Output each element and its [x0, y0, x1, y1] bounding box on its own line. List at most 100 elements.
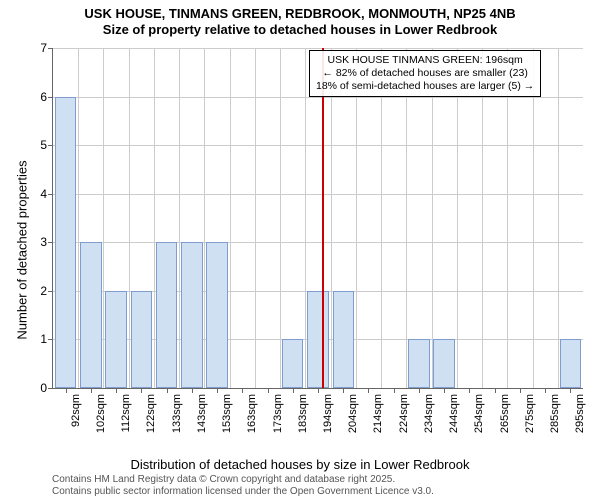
annotation-line-1: USK HOUSE TINMANS GREEN: 196sqm [316, 54, 534, 67]
bar [80, 242, 101, 388]
x-tick-mark [495, 388, 496, 393]
gridline-horizontal [53, 242, 583, 243]
bar [433, 339, 454, 388]
x-tick-mark [192, 388, 193, 393]
x-tick-label: 265sqm [499, 394, 511, 433]
y-tick-label: 4 [40, 187, 53, 201]
y-axis-label: Number of detached properties [14, 160, 29, 339]
x-tick-label: 275sqm [524, 394, 536, 433]
bar [282, 339, 303, 388]
x-tick-mark [444, 388, 445, 393]
gridline-vertical [406, 48, 407, 388]
chart-footer: Contains HM Land Registry data © Crown c… [52, 474, 590, 498]
gridline-vertical [230, 48, 231, 388]
x-tick-label: 143sqm [196, 394, 208, 433]
x-tick-mark [293, 388, 294, 393]
gridline-vertical [154, 48, 155, 388]
y-tick-label: 5 [40, 138, 53, 152]
gridline-vertical [280, 48, 281, 388]
marker-line [322, 48, 324, 388]
x-tick-label: 102sqm [95, 394, 107, 433]
gridline-vertical [482, 48, 483, 388]
gridline-vertical [533, 48, 534, 388]
x-tick-label: 254sqm [473, 394, 485, 433]
bar [206, 242, 227, 388]
x-tick-mark [394, 388, 395, 393]
gridline-vertical [356, 48, 357, 388]
bar [55, 97, 76, 388]
x-tick-mark [268, 388, 269, 393]
gridline-horizontal [53, 48, 583, 49]
gridline-vertical [381, 48, 382, 388]
gridline-vertical [432, 48, 433, 388]
chart-title-block: USK HOUSE, TINMANS GREEN, REDBROOK, MONM… [0, 0, 600, 39]
x-tick-label: 204sqm [347, 394, 359, 433]
x-tick-label: 224sqm [398, 394, 410, 433]
x-tick-label: 244sqm [448, 394, 460, 433]
footer-line-1: Contains HM Land Registry data © Crown c… [52, 474, 590, 486]
annotation-box: USK HOUSE TINMANS GREEN: 196sqm ← 82% of… [309, 50, 541, 97]
gridline-vertical [103, 48, 104, 388]
x-tick-label: 173sqm [272, 394, 284, 433]
x-tick-mark [368, 388, 369, 393]
x-tick-label: 92sqm [70, 394, 82, 427]
bar [408, 339, 429, 388]
footer-line-2: Contains public sector information licen… [52, 486, 590, 498]
x-tick-label: 163sqm [246, 394, 258, 433]
gridline-vertical [331, 48, 332, 388]
x-tick-mark [469, 388, 470, 393]
x-tick-mark [343, 388, 344, 393]
x-tick-mark [167, 388, 168, 393]
y-tick-label: 7 [40, 41, 53, 55]
gridline-vertical [255, 48, 256, 388]
gridline-vertical [204, 48, 205, 388]
x-tick-label: 285sqm [549, 394, 561, 433]
y-tick-label: 0 [40, 381, 53, 395]
x-axis-label: Distribution of detached houses by size … [0, 457, 600, 472]
gridline-vertical [558, 48, 559, 388]
x-tick-label: 183sqm [297, 394, 309, 433]
annotation-line-3: 18% of semi-detached houses are larger (… [316, 80, 534, 93]
x-tick-mark [91, 388, 92, 393]
x-tick-mark [66, 388, 67, 393]
y-tick-label: 6 [40, 90, 53, 104]
x-tick-label: 133sqm [171, 394, 183, 433]
y-tick-label: 2 [40, 284, 53, 298]
gridline-vertical [507, 48, 508, 388]
bar [560, 339, 581, 388]
x-tick-mark [545, 388, 546, 393]
x-tick-mark [520, 388, 521, 393]
y-tick-label: 3 [40, 235, 53, 249]
x-tick-mark [242, 388, 243, 393]
x-tick-label: 295sqm [574, 394, 586, 433]
x-tick-mark [419, 388, 420, 393]
annotation-line-2: ← 82% of detached houses are smaller (23… [316, 67, 534, 80]
gridline-horizontal [53, 145, 583, 146]
x-tick-mark [570, 388, 571, 393]
bar [131, 291, 152, 388]
gridline-vertical [305, 48, 306, 388]
gridline-horizontal [53, 194, 583, 195]
chart-container: USK HOUSE, TINMANS GREEN, REDBROOK, MONM… [0, 0, 600, 500]
x-tick-mark [141, 388, 142, 393]
gridline-vertical [78, 48, 79, 388]
x-tick-label: 194sqm [322, 394, 334, 433]
bar [307, 291, 328, 388]
x-tick-label: 153sqm [221, 394, 233, 433]
x-tick-label: 122sqm [145, 394, 157, 433]
chart-title-line1: USK HOUSE, TINMANS GREEN, REDBROOK, MONM… [0, 6, 600, 22]
bar [105, 291, 126, 388]
x-tick-label: 214sqm [372, 394, 384, 433]
x-tick-mark [116, 388, 117, 393]
gridline-vertical [179, 48, 180, 388]
gridline-vertical [129, 48, 130, 388]
x-tick-mark [217, 388, 218, 393]
gridline-vertical [457, 48, 458, 388]
bar [333, 291, 354, 388]
chart-title-line2: Size of property relative to detached ho… [0, 22, 600, 38]
plot-area: 0123456792sqm102sqm112sqm122sqm133sqm143… [52, 48, 583, 389]
y-tick-label: 1 [40, 332, 53, 346]
x-tick-label: 112sqm [120, 394, 132, 432]
bar [156, 242, 177, 388]
bar [181, 242, 202, 388]
